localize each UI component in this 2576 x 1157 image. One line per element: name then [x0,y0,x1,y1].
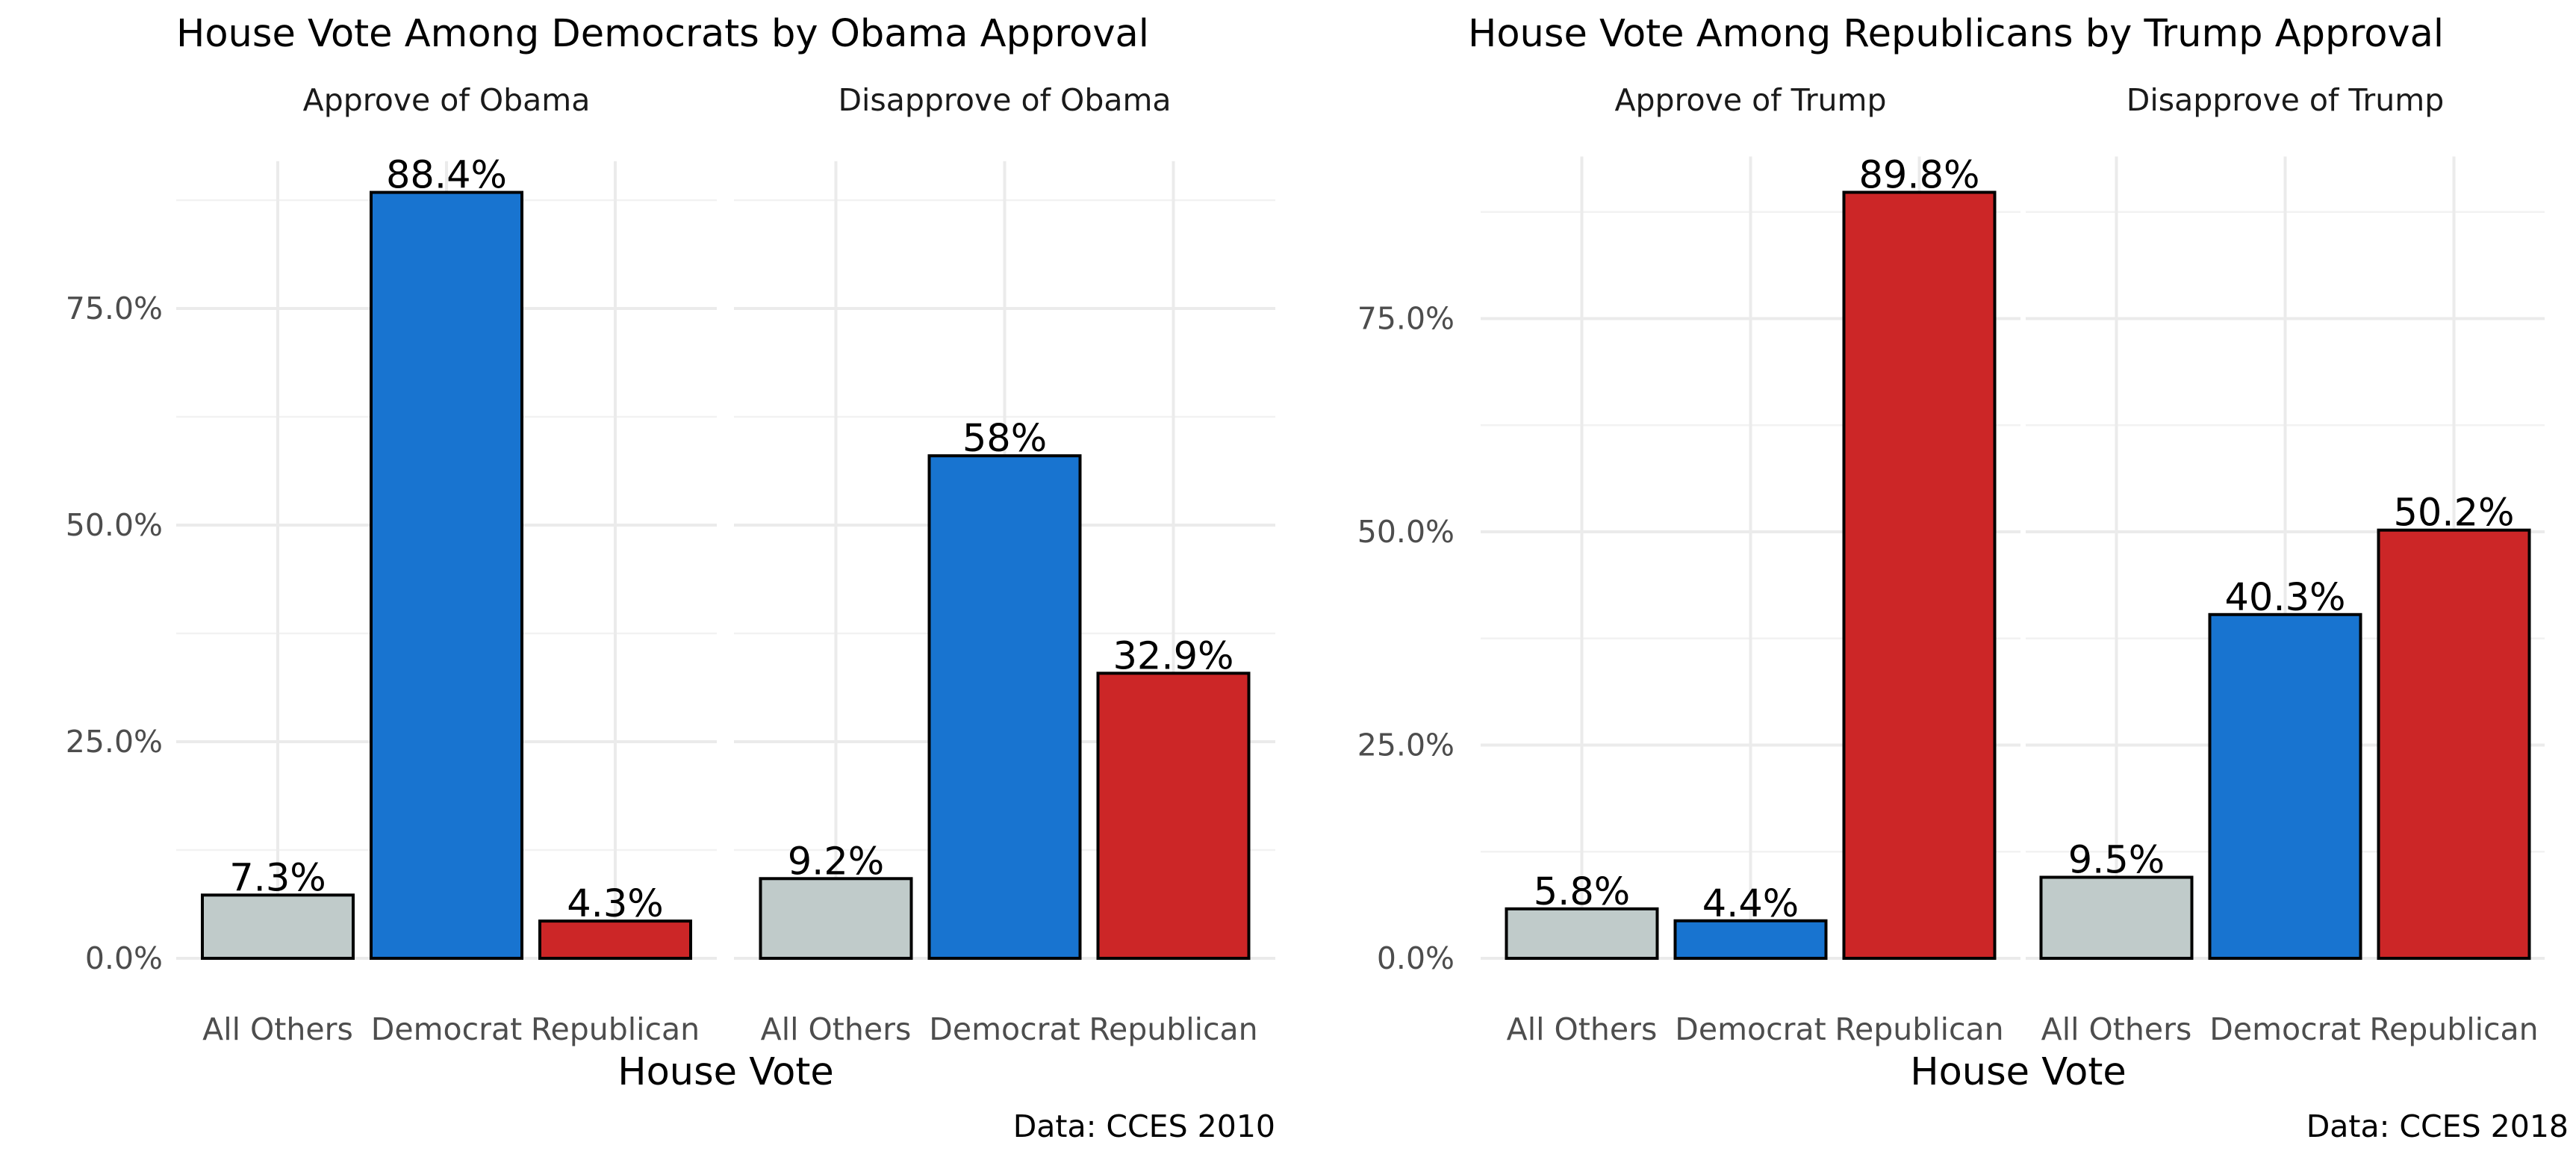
data-label-1-1-0: 9.5% [2068,839,2165,883]
data-label-0-0-0: 7.3% [229,856,326,900]
y-tick-label-1-2: 50.0% [1357,514,1455,550]
x-tick-label-0-0-0: All Others [202,1011,353,1047]
caption-0: Data: CCES 2010 [1013,1108,1275,1144]
data-label-0-0-2: 4.3% [567,882,664,926]
y-tick-label-1-3: 75.0% [1357,301,1455,337]
x-tick-label-0-1-1: Democrat [929,1011,1080,1047]
bar-1-1-1 [2208,612,2362,960]
bar-1-1-2 [2377,528,2531,960]
bar-0-1-2 [1096,671,1251,960]
bar-1-0-0 [1505,907,1659,961]
facet-label-1-1: Disapprove of Trump [2127,82,2444,118]
bar-1-1-0 [2039,875,2194,961]
bar-0-0-0 [201,893,355,960]
y-tick-label-0-1: 25.0% [66,724,163,760]
x-tick-label-0-1-0: All Others [761,1011,912,1047]
x-tick-label-1-0-2: Republican [1835,1011,2003,1047]
y-tick-label-1-1: 25.0% [1357,728,1455,763]
x-tick-label-1-1-1: Democrat [2209,1011,2360,1047]
y-tick-label-0-2: 50.0% [66,507,163,543]
x-tick-label-0-1-2: Republican [1089,1011,1257,1047]
data-label-1-0-2: 89.8% [1858,153,1979,197]
bar-0-0-1 [370,190,523,960]
caption-1: Data: CCES 2018 [2306,1108,2569,1144]
data-label-1-1-2: 50.2% [2393,491,2514,536]
y-tick-label-1-0: 0.0% [1377,940,1455,976]
data-label-0-1-1: 58% [962,417,1047,461]
bar-0-1-1 [927,454,1082,960]
data-label-1-1-1: 40.3% [2224,576,2345,620]
x-tick-label-1-1-0: All Others [2041,1011,2192,1047]
bar-1-0-2 [1842,190,1997,960]
bar-0-1-0 [759,877,913,961]
data-label-0-1-2: 32.9% [1113,634,1233,678]
x-axis-title-1: House Vote [1910,1050,2127,1094]
data-label-0-1-0: 9.2% [788,840,885,884]
x-axis-title-0: House Vote [617,1050,834,1094]
chart-title-0: House Vote Among Democrats by Obama Appr… [176,12,1149,56]
y-tick-label-0-3: 75.0% [66,291,163,326]
x-tick-label-0-0-1: Democrat [371,1011,522,1047]
data-label-1-0-0: 5.8% [1534,870,1631,914]
data-label-0-0-1: 88.4% [386,154,507,198]
facet-label-0-1: Disapprove of Obama [838,82,1171,118]
y-tick-label-0-0: 0.0% [85,940,163,976]
x-tick-label-1-1-2: Republican [2369,1011,2538,1047]
bar-0-0-2 [538,919,692,960]
chart-title-1: House Vote Among Republicans by Trump Ap… [1468,12,2444,56]
data-label-1-0-1: 4.4% [1702,882,1799,926]
facet-label-1-0: Approve of Trump [1614,82,1886,118]
bar-1-0-1 [1673,919,1828,960]
x-tick-label-0-0-2: Republican [531,1011,700,1047]
x-tick-label-1-0-0: All Others [1507,1011,1658,1047]
x-tick-label-1-0-1: Democrat [1675,1011,1826,1047]
facet-label-0-0: Approve of Obama [303,82,591,118]
